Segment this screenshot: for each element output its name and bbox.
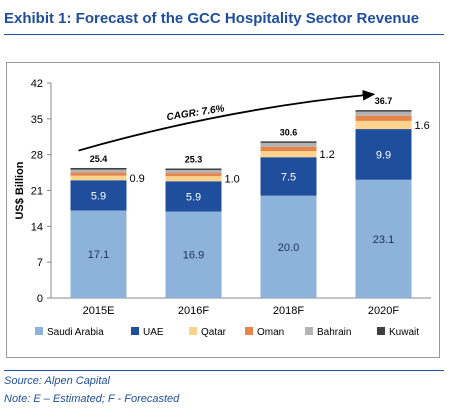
data-label: 5.9 xyxy=(186,191,201,203)
legend-swatch-saudi-arabia xyxy=(35,327,43,335)
y-axis-title: US$ Billion xyxy=(14,161,26,219)
data-label: 7.5 xyxy=(281,171,296,183)
total-label: 25.3 xyxy=(185,154,203,164)
x-tick-label: 2016F xyxy=(178,305,209,317)
data-label: 17.1 xyxy=(88,249,109,261)
cagr-arrow xyxy=(78,89,376,152)
data-label: 0.9 xyxy=(130,173,145,185)
legend-swatch-kuwait xyxy=(377,327,385,335)
total-label: 30.6 xyxy=(280,127,298,137)
exhibit-title: Exhibit 1: Forecast of the GCC Hospitali… xyxy=(4,10,420,27)
bar-segment-bahrain xyxy=(355,111,412,116)
legend-label: UAE xyxy=(143,327,164,338)
bar-segment-uae xyxy=(355,129,412,180)
data-label: 1.0 xyxy=(225,174,240,186)
y-tick-label: 7 xyxy=(37,257,43,269)
bar-segment-kuwait xyxy=(165,168,222,171)
y-tick-label: 35 xyxy=(31,114,43,126)
y-tick-label: 28 xyxy=(31,150,43,162)
y-tick-label: 14 xyxy=(31,221,43,233)
data-label: 20.0 xyxy=(278,242,299,254)
total-label: 36.7 xyxy=(375,96,393,106)
bar-segment-bahrain xyxy=(260,142,317,147)
bar-segment-uae xyxy=(70,180,127,211)
x-tick-label: 2020F xyxy=(368,305,399,317)
bar-segment-qatar xyxy=(260,151,317,158)
x-tick-label: 2018F xyxy=(273,305,304,317)
bar-segment-uae xyxy=(165,181,222,212)
bar-segment-bahrain xyxy=(165,170,222,174)
bar-segment-qatar xyxy=(165,176,222,182)
data-label: 16.9 xyxy=(183,250,204,262)
legend-label: Kuwait xyxy=(389,327,419,338)
bar-segment-uae xyxy=(260,157,317,196)
chart-panel: 0 7 14 21 28 35 42 US$ Billion 17.1 5.9 0.9 25.4 201… xyxy=(6,62,440,358)
y-tick-label: 21 xyxy=(31,186,43,198)
cagr-annotation: CAGR: 7.6% xyxy=(166,103,225,123)
legend-label: Saudi Arabia xyxy=(47,327,104,338)
footer-rule xyxy=(4,370,444,371)
estimate-note: Note: E – Estimated; F - Forecasted xyxy=(4,393,180,405)
bar-segment-oman xyxy=(165,173,222,177)
bar-segment-saudi-arabia xyxy=(70,210,127,298)
legend-swatch-uae xyxy=(131,327,139,335)
legend-swatch-bahrain xyxy=(305,327,313,335)
data-label: 5.9 xyxy=(91,190,106,202)
bar-segment-saudi-arabia xyxy=(260,195,317,298)
bar-segment-kuwait xyxy=(70,167,127,170)
legend-swatch-qatar xyxy=(189,327,197,335)
bar-segment-oman xyxy=(260,146,317,152)
bar-segment-qatar xyxy=(70,175,127,181)
bar-segment-oman xyxy=(70,172,127,176)
bar-segment-bahrain xyxy=(70,169,127,173)
bar-segment-saudi-arabia xyxy=(165,211,222,298)
title-rule xyxy=(4,34,444,35)
data-label: 23.1 xyxy=(373,234,394,246)
bar-segment-oman xyxy=(355,115,412,121)
source-note: Source: Alpen Capital xyxy=(4,375,110,387)
x-tick-label: 2015E xyxy=(83,305,115,317)
bar-segment-kuwait xyxy=(260,141,317,143)
data-label: 1.6 xyxy=(415,120,430,132)
legend-label: Qatar xyxy=(201,327,227,338)
data-label: 9.9 xyxy=(376,149,391,161)
legend-swatch-oman xyxy=(245,327,253,335)
bar-segment-kuwait xyxy=(355,110,412,112)
y-tick-label: 42 xyxy=(31,78,43,90)
total-label: 25.4 xyxy=(90,154,108,164)
y-tick-label: 0 xyxy=(37,293,43,305)
legend-label: Bahrain xyxy=(317,327,351,338)
stacked-bar-chart: 0 7 14 21 28 35 42 US$ Billion 17.1 5.9 0.9 25.4 201… xyxy=(14,78,431,338)
data-label: 1.2 xyxy=(320,149,335,161)
legend-label: Oman xyxy=(257,327,284,338)
bar-segment-saudi-arabia xyxy=(355,179,412,298)
bar-segment-qatar xyxy=(355,120,412,130)
